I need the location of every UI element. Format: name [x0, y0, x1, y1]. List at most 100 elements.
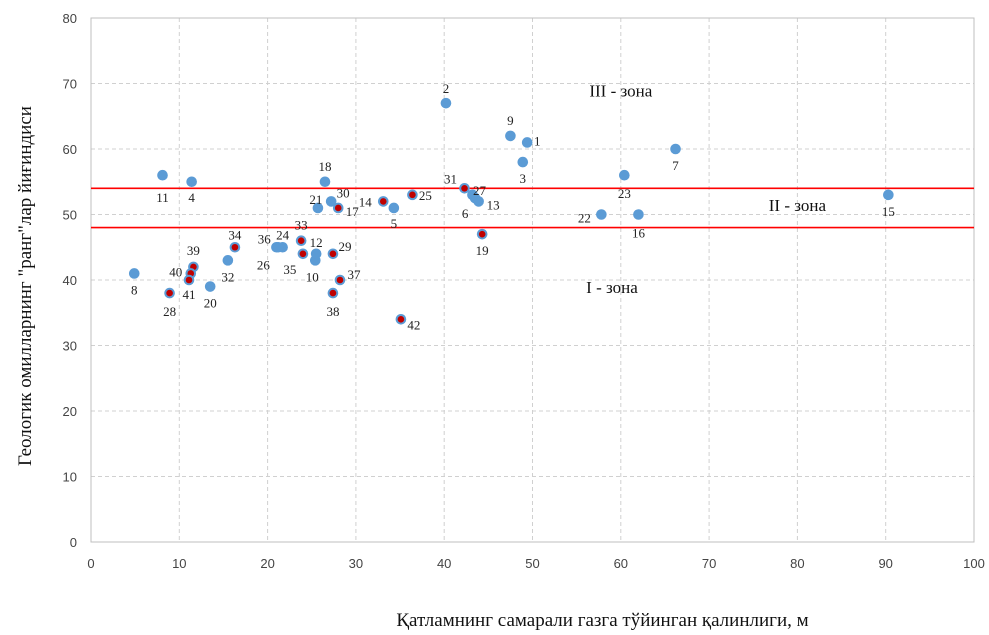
point-label: 35: [283, 262, 296, 277]
point-label: 41: [183, 287, 196, 302]
point-label: 14: [359, 194, 373, 209]
data-point-highlight: [478, 230, 486, 238]
point-label: 39: [187, 243, 200, 258]
point-label: 7: [672, 158, 679, 173]
data-point: [521, 137, 533, 148]
point-label: 15: [882, 204, 895, 219]
point-label: 38: [326, 304, 339, 319]
data-point-highlight: [336, 276, 344, 284]
data-point-highlight: [329, 250, 337, 258]
data-point: [325, 196, 337, 207]
point-label: 27: [473, 183, 487, 198]
point-label: 40: [169, 264, 182, 279]
data-point: [517, 156, 529, 168]
data-point-highlight: [461, 185, 468, 192]
x-tick-label: 60: [614, 556, 628, 571]
point-label: 10: [306, 269, 319, 284]
point-label: 19: [476, 243, 489, 258]
point-label: 22: [578, 211, 591, 226]
point-label: 12: [310, 235, 323, 250]
point-label: 30: [337, 185, 350, 200]
data-point: [186, 176, 197, 188]
y-tick-label: 40: [63, 273, 77, 288]
point-label: 2: [443, 81, 450, 96]
point-label: 26: [257, 257, 271, 272]
data-point: [596, 209, 607, 220]
x-tick-label: 50: [525, 556, 539, 571]
data-point: [310, 248, 322, 260]
point-label: 8: [131, 282, 138, 297]
point-label: 33: [295, 218, 308, 233]
y-tick-label: 20: [63, 404, 77, 419]
point-label: 6: [462, 206, 469, 221]
data-point-highlight: [185, 276, 193, 284]
data-point: [388, 202, 400, 214]
y-tick-label: 0: [70, 535, 77, 550]
y-axis-title: Геологик омилларнинг "ранг"лар йиғиндиси: [15, 106, 36, 466]
data-point: [670, 143, 681, 155]
point-label: 24: [276, 227, 290, 242]
grid-lines: [91, 18, 974, 542]
x-axis-title: Қатламнинг самарали газга тўйинган қалин…: [396, 610, 808, 631]
data-point: [467, 189, 478, 201]
data-point-highlight: [166, 289, 173, 297]
zone-label: II - зона: [769, 196, 827, 215]
x-tick-label: 90: [878, 556, 892, 571]
data-point: [883, 189, 894, 201]
point-label: 28: [163, 304, 176, 319]
data-point-highlight: [231, 243, 239, 251]
data-point: [312, 202, 324, 214]
data-point-highlight: [334, 204, 342, 212]
point-labels: 1234567891011121314151617181920212223242…: [131, 81, 895, 332]
x-tick-label: 100: [963, 556, 985, 571]
data-point-highlight: [397, 316, 405, 323]
y-axis-ticks: 0 10 20 30 40 50 60 70 80: [63, 11, 77, 550]
y-tick-label: 50: [63, 208, 77, 223]
zone-labels: III - зона II - зона I - зона: [586, 82, 826, 298]
point-label: 23: [618, 186, 631, 201]
y-tick-label: 30: [63, 339, 77, 354]
x-tick-label: 10: [172, 556, 186, 571]
data-point: [128, 268, 140, 279]
data-point-highlight: [409, 191, 416, 199]
zone-label: III - зона: [589, 82, 652, 101]
data-point: [505, 130, 516, 142]
x-tick-label: 20: [260, 556, 274, 571]
y-tick-label: 80: [63, 11, 77, 26]
point-label: 42: [407, 317, 420, 332]
point-label: 13: [487, 197, 500, 212]
point-label: 25: [419, 188, 432, 203]
data-point-highlight: [379, 198, 387, 205]
x-tick-label: 70: [702, 556, 716, 571]
plot-area-border: [90, 17, 975, 543]
x-tick-label: 30: [349, 556, 363, 571]
point-label: 16: [632, 226, 646, 241]
data-point: [319, 176, 331, 188]
y-tick-label: 70: [63, 77, 77, 92]
point-label: 36: [258, 231, 272, 246]
data-point: [272, 241, 284, 253]
x-tick-label: 0: [87, 556, 94, 571]
point-label: 3: [520, 171, 527, 186]
point-label: 34: [228, 227, 242, 242]
data-points: [128, 97, 894, 325]
data-point-highlight: [299, 250, 307, 258]
x-axis-ticks: 0 10 20 30 40 50 60 70 80 90 100: [87, 556, 984, 571]
point-label: 21: [309, 192, 322, 207]
y-tick-label: 10: [63, 470, 77, 485]
point-label: 29: [338, 239, 351, 254]
point-label: 20: [204, 296, 217, 311]
data-point: [619, 169, 630, 181]
point-label: 17: [346, 204, 360, 219]
y-tick-label: 60: [63, 142, 77, 157]
data-point-highlight: [329, 289, 337, 297]
point-label: 31: [444, 171, 457, 186]
data-point: [222, 255, 234, 266]
point-label: 4: [188, 190, 195, 205]
point-label: 11: [156, 190, 169, 205]
x-tick-label: 80: [790, 556, 804, 571]
zone-label: I - зона: [586, 278, 638, 297]
data-point-highlight: [297, 237, 305, 244]
data-point: [633, 209, 644, 220]
x-tick-label: 40: [437, 556, 451, 571]
